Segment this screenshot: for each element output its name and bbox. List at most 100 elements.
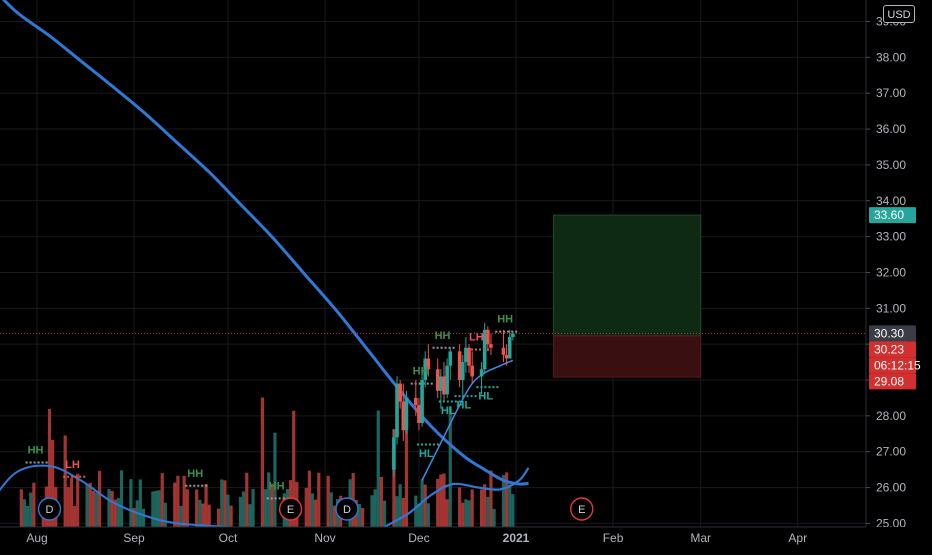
candle-body — [507, 336, 512, 359]
dividend-marker[interactable]: D — [335, 497, 359, 521]
volume-bar — [467, 500, 471, 527]
candle — [401, 383, 406, 441]
candle — [470, 351, 474, 384]
candle-body — [417, 405, 421, 424]
volume-bar — [198, 499, 202, 527]
candle — [448, 347, 453, 381]
earnings-marker-circle — [278, 497, 303, 521]
volume-bar — [332, 505, 337, 527]
price-badge: 29.08 — [869, 373, 916, 390]
volume-bar — [479, 489, 484, 527]
volume-bar — [304, 487, 308, 527]
pivot-label: HL — [419, 448, 434, 460]
stop-zone — [553, 335, 702, 378]
candle-body — [467, 347, 471, 366]
volume-bar — [423, 484, 427, 527]
price-moving-average — [421, 359, 514, 481]
price-tick-label: 28.00 — [876, 409, 906, 423]
price-badge-bg — [869, 373, 916, 390]
candle — [439, 369, 443, 409]
volume-bar — [220, 479, 224, 527]
candle-body — [426, 358, 431, 370]
volume-bar — [273, 432, 277, 527]
volume-bar — [176, 475, 180, 527]
pivot-label: HH — [435, 330, 451, 342]
volume-bar — [248, 504, 252, 527]
price-tick-label: 33.00 — [876, 230, 906, 244]
candle — [414, 380, 418, 416]
candle — [420, 372, 424, 427]
volume-bar — [376, 410, 380, 527]
candle-body — [482, 329, 487, 370]
pivot-label: HH — [497, 314, 513, 326]
volume-bar — [113, 499, 117, 527]
candle-body — [414, 397, 418, 406]
volume-bar — [448, 406, 452, 527]
volume-bar — [398, 484, 402, 527]
volume-bar — [329, 492, 333, 527]
candle — [426, 344, 431, 377]
candle — [395, 376, 399, 445]
time-tick-label: Oct — [219, 531, 238, 545]
volume-bar — [204, 484, 208, 527]
volume-bar — [382, 500, 387, 527]
dividend-marker[interactable]: D — [37, 497, 62, 521]
price-tick-label: 27.00 — [876, 445, 906, 459]
volume-bar — [489, 470, 493, 527]
dividend-marker-label: D — [343, 504, 351, 516]
volume-bar — [401, 497, 405, 527]
currency-badge[interactable]: USD — [883, 5, 915, 23]
volume-bar — [461, 502, 465, 527]
time-tick-label: Feb — [603, 531, 624, 545]
price-axis-bg — [866, 0, 932, 527]
volume-bar — [310, 493, 315, 527]
price-tick-label: 25.00 — [876, 516, 906, 530]
pivot-label: LH — [65, 459, 80, 471]
candle-body — [398, 383, 402, 402]
volume-bar — [426, 503, 430, 527]
candle — [479, 362, 484, 395]
volume-bar — [379, 476, 383, 527]
earnings-marker[interactable]: E — [278, 497, 303, 521]
volume-bar — [29, 492, 33, 527]
volume-bar — [445, 499, 449, 527]
dividend-marker-circle — [335, 497, 359, 521]
time-axis[interactable]: Aug Sep Oct Nov Dec 2021 Feb Mar Apr — [0, 526, 932, 550]
candle-body — [489, 344, 493, 348]
volume-bar — [22, 499, 27, 527]
volume-bar — [395, 496, 399, 527]
time-tick-label: Nov — [314, 531, 335, 545]
volume-bar — [357, 503, 362, 527]
price-badge-label: 33.60 — [874, 208, 904, 222]
volume-bar — [138, 479, 142, 527]
volume-bar — [69, 478, 74, 527]
volume-bar — [307, 470, 311, 527]
candle-body — [448, 351, 453, 366]
volume-bar — [486, 496, 490, 527]
pivot-label: HH — [187, 468, 203, 480]
price-badge-bg — [869, 341, 916, 358]
candle-body — [401, 401, 406, 431]
price-badge-label: 29.08 — [874, 374, 904, 388]
time-tick-label: 2021 — [503, 531, 530, 545]
candle — [464, 336, 468, 373]
target-zone — [553, 214, 702, 337]
earnings-marker-label: E — [578, 504, 585, 516]
volume-bar — [251, 489, 255, 527]
candle-body — [501, 347, 506, 355]
volume-bar — [98, 470, 102, 527]
price-badge-bg — [869, 325, 916, 342]
price-axis[interactable]: 25.0026.0027.0028.0029.0030.0031.0032.00… — [865, 0, 932, 530]
candle — [486, 326, 490, 352]
position-zones[interactable] — [553, 214, 702, 378]
candles[interactable] — [392, 322, 515, 477]
price-badge: 30.23 — [869, 341, 916, 358]
volume-bar — [492, 508, 496, 527]
time-tick-label: Aug — [26, 531, 47, 545]
volume-moving-average — [0, 464, 229, 528]
pivot-label: HL — [457, 400, 472, 412]
earnings-marker[interactable]: E — [570, 497, 594, 521]
